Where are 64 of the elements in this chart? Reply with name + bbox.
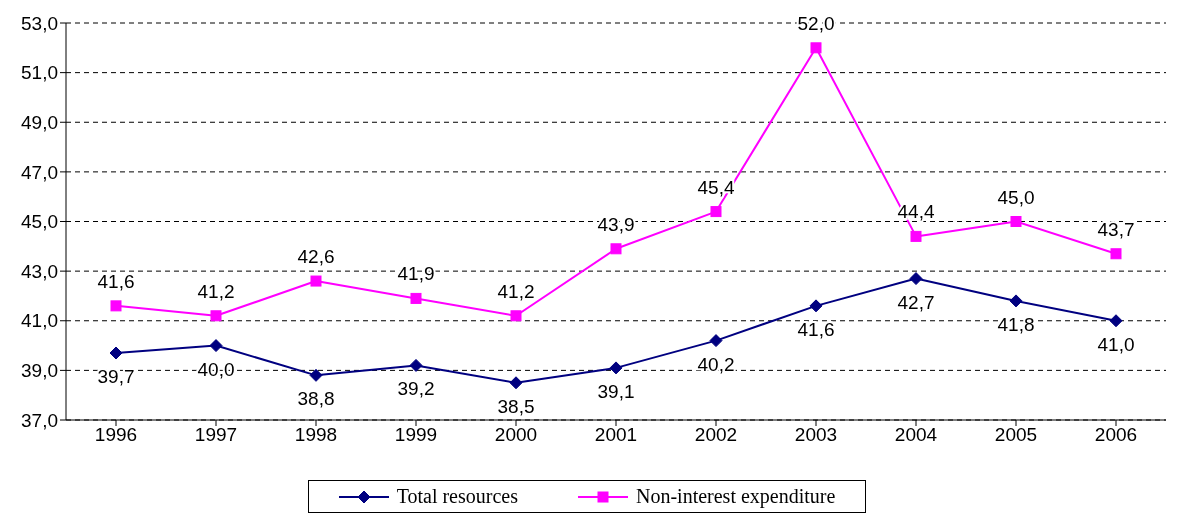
data-label: 45,0 [997,186,1035,208]
point [209,339,223,353]
point [110,300,122,312]
y-tick-label: 39,0 [21,360,58,382]
data-label: 52,0 [797,12,835,34]
data-label: 38,5 [497,395,535,417]
point [910,230,922,242]
y-tick-label: 37,0 [21,409,58,431]
point [1109,314,1123,328]
x-tick-label: 2003 [794,424,838,446]
x-tick-label: 2002 [694,424,738,446]
x-tick-label: 2001 [594,424,638,446]
data-label: 43,9 [597,213,635,235]
data-label: 42,7 [897,291,935,313]
x-tick-label: 1997 [194,424,238,446]
data-label: 43,7 [1097,218,1135,240]
y-tick-label: 47,0 [21,161,58,183]
y-tick-label: 45,0 [21,211,58,233]
point [709,334,723,348]
point [609,361,623,375]
point [1009,294,1023,308]
legend-label: Non-interest expenditure [635,485,836,508]
point [509,376,523,390]
y-tick-label: 41,0 [21,310,58,332]
point [210,310,222,322]
data-label: 38,8 [297,388,335,410]
data-label: 42,6 [297,246,335,268]
data-label: 40,2 [697,353,735,375]
data-label: 41,6 [797,318,835,340]
data-label: 39,2 [397,378,435,400]
point [410,292,422,304]
point [310,275,322,287]
x-tick-label: 1999 [394,424,438,446]
data-label: 41,0 [1097,333,1135,355]
x-tick-label: 2006 [1094,424,1138,446]
data-label: 41,9 [397,263,435,285]
data-label: 41,2 [197,280,235,302]
y-tick-label: 49,0 [21,112,58,133]
x-tick-label: 1996 [94,424,138,446]
data-label: 39,7 [97,366,135,388]
legend-label: Total resources [396,485,518,508]
data-label: 40,0 [197,358,235,380]
point [810,42,822,54]
point [109,346,123,360]
point [710,206,722,218]
x-tick-label: 2000 [494,424,538,446]
x-tick-label: 1998 [294,424,338,446]
data-label: 39,1 [597,380,635,402]
x-tick-label: 2004 [894,424,938,446]
point [309,368,323,382]
data-label: 41,2 [497,280,535,302]
y-tick-label: 53,0 [21,12,58,34]
point [909,272,923,286]
point [1110,248,1122,260]
point [409,358,423,372]
point [610,243,622,255]
point [809,299,823,313]
data-label: 41,6 [97,270,135,292]
y-tick-label: 43,0 [21,260,58,282]
data-label: 41,8 [997,313,1035,335]
point [1010,216,1022,227]
y-tick-label: 51,0 [21,62,58,84]
x-tick-label: 2005 [994,424,1038,446]
point [510,310,522,322]
